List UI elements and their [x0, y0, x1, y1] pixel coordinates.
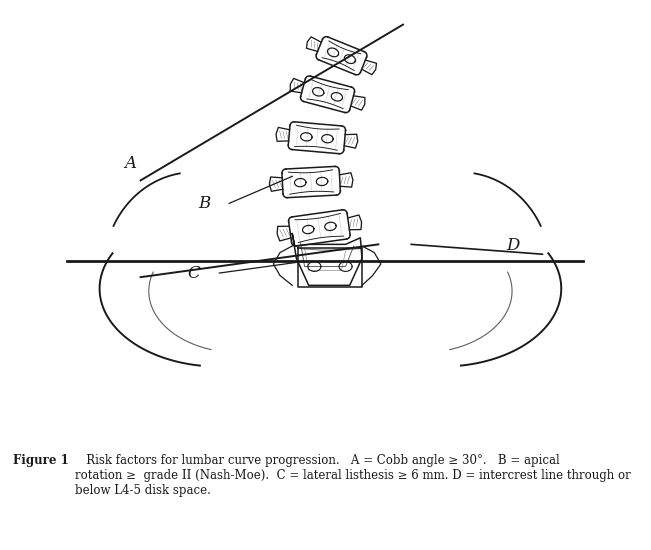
Text: B: B — [198, 195, 210, 212]
Text: A: A — [125, 156, 137, 173]
Text: Figure 1: Figure 1 — [13, 454, 69, 467]
Text: Risk factors for lumbar curve progression.   A = Cobb angle ≥ 30°.   B = apical
: Risk factors for lumbar curve progressio… — [75, 454, 631, 497]
Text: C: C — [187, 265, 200, 282]
Text: D: D — [506, 238, 519, 255]
